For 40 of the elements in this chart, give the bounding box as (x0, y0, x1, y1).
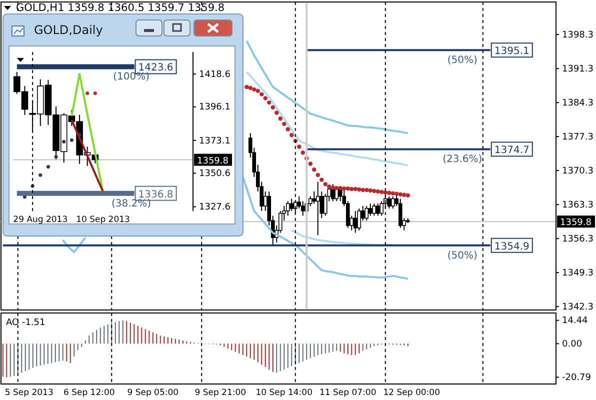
y-tick-label: 0.00 (562, 340, 582, 350)
y-tick-label: 1356.3 (562, 234, 594, 244)
y-tick-label: 1350.6 (199, 169, 231, 180)
x-tick-label: 6 Sep 12:00 (63, 388, 115, 398)
x-tick-label: 10 Sep 14:00 (256, 388, 312, 398)
y-tick-label: 1396.1 (199, 102, 230, 113)
y-tick-label: 1363.3 (562, 200, 594, 210)
y-tick-label: 1373.1 (199, 136, 230, 146)
y-tick-label: 1391.3 (562, 64, 594, 74)
y-tick-label: 1327.6 (199, 202, 231, 213)
annotation: (23.6%) (442, 154, 482, 166)
annotation: (100%) (113, 72, 150, 83)
chart-title: GOLD,H1 1359.8 1360.5 1359.7 1359.8 (16, 2, 225, 14)
x-tick-label: 9 Sep 21:00 (194, 388, 246, 398)
x-tick-label: 9 Sep 05:00 (127, 388, 179, 398)
x-tick-label: 12 Sep 00:00 (383, 388, 440, 398)
y-tick-label: 1418.6 (199, 70, 231, 80)
y-tick-label: 1342.3 (562, 302, 594, 312)
annotation: (50%) (447, 55, 478, 66)
x-tick-label: 5 Sep 2013 (4, 388, 54, 398)
ref-line-label: 1359.8 (560, 218, 592, 228)
x-tick-label: 11 Sep 07:00 (320, 388, 376, 398)
text: AO -1.51 (6, 318, 46, 328)
annotation: (38.2%) (112, 198, 152, 210)
y-tick-label: 1377.3 (562, 132, 594, 142)
y-tick-label: 1370.3 (562, 166, 594, 176)
data-label: 1374.7 (494, 145, 530, 156)
chart-title: GOLD,Daily (34, 23, 103, 37)
data-label: 1354.9 (494, 241, 530, 252)
y-tick-label: -20.79 (562, 373, 592, 384)
x-tick-label: 29 Aug 2013 (13, 215, 68, 226)
y-tick-label: 1349.3 (562, 268, 594, 278)
y-tick-label: 1384.3 (562, 98, 594, 108)
data-label: 1336.8 (138, 189, 174, 200)
ref-line-label: 1359.8 (197, 156, 229, 166)
y-tick-label: 14.44 (562, 316, 588, 326)
x-tick-label: 10 Sep 2013 (76, 215, 130, 226)
y-tick-label: 1398.3 (562, 30, 594, 40)
data-label: 1395.1 (494, 46, 530, 58)
annotation: (50%) (447, 250, 478, 262)
